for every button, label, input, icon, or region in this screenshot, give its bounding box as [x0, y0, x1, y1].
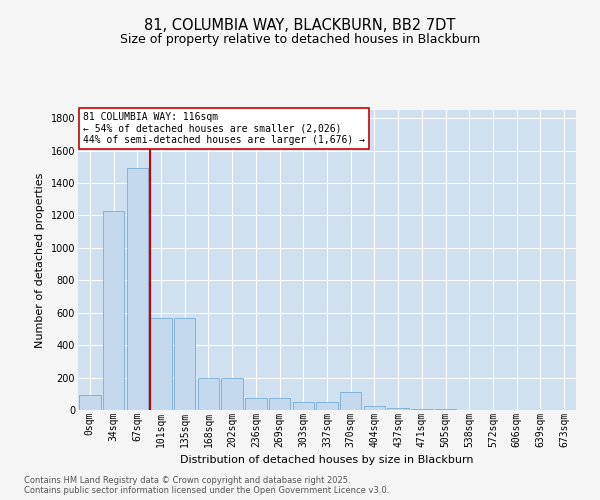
Text: Size of property relative to detached houses in Blackburn: Size of property relative to detached ho…	[120, 32, 480, 46]
Bar	[340, 392, 361, 410]
Bar	[127, 168, 148, 410]
Text: 81 COLUMBIA WAY: 116sqm
← 54% of detached houses are smaller (2,026)
44% of semi: 81 COLUMBIA WAY: 116sqm ← 54% of detache…	[83, 112, 365, 144]
Bar	[103, 210, 124, 410]
Bar	[198, 378, 219, 410]
Bar	[364, 406, 385, 410]
X-axis label: Distribution of detached houses by size in Blackburn: Distribution of detached houses by size …	[180, 455, 474, 465]
Y-axis label: Number of detached properties: Number of detached properties	[35, 172, 45, 348]
Text: Contains HM Land Registry data © Crown copyright and database right 2025.
Contai: Contains HM Land Registry data © Crown c…	[24, 476, 389, 495]
Bar	[388, 408, 409, 410]
Bar	[221, 378, 243, 410]
Bar	[411, 409, 433, 410]
Bar	[435, 409, 456, 410]
Bar	[79, 396, 101, 410]
Bar	[269, 398, 290, 410]
Bar	[245, 398, 266, 410]
Text: 81, COLUMBIA WAY, BLACKBURN, BB2 7DT: 81, COLUMBIA WAY, BLACKBURN, BB2 7DT	[145, 18, 455, 32]
Bar	[293, 402, 314, 410]
Bar	[316, 402, 338, 410]
Bar	[174, 318, 196, 410]
Bar	[151, 318, 172, 410]
